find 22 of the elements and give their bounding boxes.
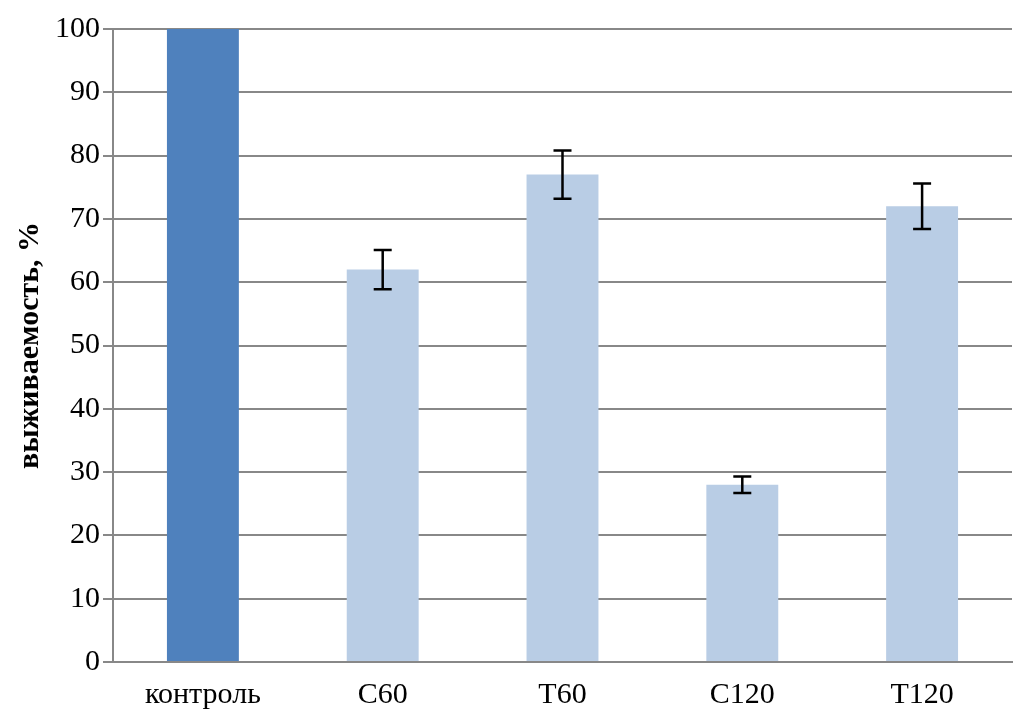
y-tick-label: 10 bbox=[70, 579, 100, 613]
bar bbox=[346, 269, 419, 661]
y-tick-label: 90 bbox=[70, 73, 100, 107]
x-tick-label: C120 bbox=[709, 675, 775, 709]
y-tick-label: 60 bbox=[70, 263, 100, 297]
y-tick-label: 40 bbox=[70, 389, 100, 423]
y-tick-label: 50 bbox=[70, 326, 100, 360]
x-tick-label: T120 bbox=[890, 675, 954, 709]
y-axis-title: выживаемость, % bbox=[10, 221, 44, 470]
x-tick-label: T60 bbox=[538, 675, 587, 709]
y-tick-label: 20 bbox=[70, 516, 100, 550]
y-tick-label: 30 bbox=[70, 452, 100, 486]
x-tick-label: контроль bbox=[144, 675, 261, 709]
x-tick-label: C60 bbox=[357, 675, 408, 709]
y-tick-label: 70 bbox=[70, 199, 100, 233]
y-tick-label: 80 bbox=[70, 136, 100, 170]
bar bbox=[886, 206, 959, 661]
bar bbox=[706, 484, 779, 661]
bar bbox=[526, 174, 599, 661]
bar bbox=[166, 29, 239, 661]
y-tick-label: 100 bbox=[55, 9, 100, 43]
y-tick-label: 0 bbox=[85, 642, 100, 676]
